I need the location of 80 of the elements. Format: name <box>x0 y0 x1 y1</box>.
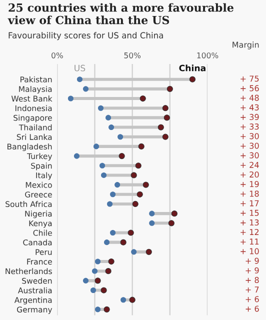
point <box>166 86 173 92</box>
point <box>94 306 101 312</box>
text: + 12 <box>240 228 259 235</box>
text: + 18 <box>240 190 259 197</box>
text: + 39 <box>240 114 259 120</box>
text: + 30 <box>240 152 259 158</box>
series-label: China <box>179 64 206 72</box>
point <box>101 172 107 178</box>
text: + 9 <box>246 267 259 274</box>
point <box>94 278 101 284</box>
text: + 13 <box>240 219 259 226</box>
point <box>98 105 104 111</box>
point <box>100 162 106 168</box>
point <box>82 86 89 92</box>
point <box>129 296 136 303</box>
point <box>168 220 174 226</box>
point <box>118 134 124 140</box>
point <box>142 182 149 188</box>
text: + 6 <box>246 296 259 302</box>
point <box>94 258 101 264</box>
point <box>82 278 89 284</box>
point <box>136 191 143 198</box>
point <box>149 220 155 226</box>
point <box>93 144 100 150</box>
text: Margin <box>232 42 259 50</box>
point <box>189 76 196 82</box>
point <box>114 182 120 188</box>
text: + 43 <box>240 104 259 110</box>
point <box>108 124 114 130</box>
text: + 33 <box>240 124 259 130</box>
point <box>135 162 142 169</box>
point <box>107 201 113 207</box>
point <box>132 200 138 208</box>
text: + 11 <box>240 238 259 245</box>
text: + 6 <box>246 306 259 312</box>
point <box>131 249 137 255</box>
text: + 10 <box>240 248 259 254</box>
text: + 56 <box>240 85 259 92</box>
point <box>158 124 164 130</box>
point <box>164 114 170 121</box>
text: + 8 <box>246 276 259 284</box>
chart-subtitle: Favourability scores for US and China <box>8 32 163 40</box>
text: + 7 <box>246 286 259 292</box>
point <box>146 248 152 255</box>
point <box>162 134 168 140</box>
point <box>108 258 114 265</box>
point <box>120 297 126 303</box>
text: + 9 <box>246 258 259 264</box>
text: + 24 <box>240 162 259 168</box>
point <box>149 210 155 216</box>
point <box>171 210 178 217</box>
point <box>68 96 74 102</box>
point <box>138 143 144 150</box>
text: + 30 <box>240 133 259 140</box>
text: + 30 <box>240 142 259 149</box>
point <box>118 152 125 160</box>
point <box>105 268 112 274</box>
point <box>76 76 83 82</box>
point <box>104 240 110 246</box>
point <box>90 287 96 294</box>
point <box>128 230 134 236</box>
text: + 17 <box>240 200 259 206</box>
point <box>120 239 126 246</box>
point <box>106 114 112 120</box>
point <box>92 268 98 274</box>
chart-title: 25 countries with a more favourable view of China than the US <box>8 3 234 24</box>
point <box>140 95 146 102</box>
text: + 48 <box>240 94 259 101</box>
text: + 20 <box>240 171 259 178</box>
point <box>110 192 116 198</box>
point <box>100 287 107 294</box>
point <box>110 230 116 236</box>
text: + 75 <box>240 76 259 82</box>
series-label: US <box>74 64 86 72</box>
point <box>162 105 168 112</box>
point <box>104 306 110 313</box>
text: + 15 <box>240 210 259 216</box>
point <box>74 153 80 159</box>
text: + 19 <box>240 181 259 188</box>
point <box>130 172 137 178</box>
